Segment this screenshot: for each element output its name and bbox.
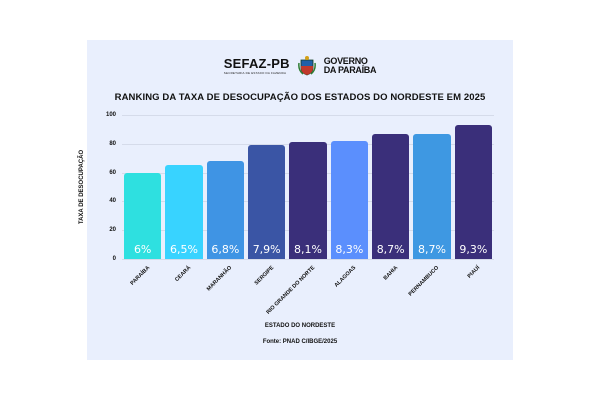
bar: 8,7% xyxy=(372,133,410,259)
y-tick-label: 80 xyxy=(109,140,116,147)
sefaz-subtitle: SECRETARIA DE ESTADO DA FAZENDA xyxy=(223,71,287,75)
bar: 9,3% xyxy=(454,125,492,259)
logo-header: SEFAZ-PB SECRETARIA DE ESTADO DA FAZENDA… xyxy=(87,52,513,80)
y-tick-label: 100 xyxy=(105,112,116,118)
bar: 8,7% xyxy=(413,133,451,259)
governo-logo: GOVERNO DA PARAÍBA xyxy=(324,57,377,75)
y-axis-label: TAXA DE DESOCUPAÇÃO xyxy=(79,149,85,225)
x-tick-label: SERGIPE xyxy=(253,265,275,287)
bar-value-label: 8,7% xyxy=(418,243,446,256)
gov-line2: DA PARAÍBA xyxy=(323,65,377,75)
x-axis-label: ESTADO DO NORDESTE xyxy=(264,323,336,329)
x-tick-label: PARAÍBA xyxy=(129,265,151,287)
y-tick-label: 0 xyxy=(112,256,116,262)
x-tick-label: PERNAMBUCO xyxy=(407,265,441,298)
y-tick-label: 20 xyxy=(109,227,116,234)
bar: 6,5% xyxy=(165,165,203,259)
bar: 7,9% xyxy=(248,145,286,259)
state-crest-icon xyxy=(297,55,316,77)
sefaz-logo: SEFAZ-PB SECRETARIA DE ESTADO DA FAZENDA xyxy=(224,57,290,75)
bar-value-label: 9,3% xyxy=(459,243,488,256)
bar-value-label: 7,9% xyxy=(252,243,281,256)
bar-value-label: 6% xyxy=(133,243,152,256)
bar: 6,8% xyxy=(206,161,244,259)
bar-value-label: 8,7% xyxy=(376,243,405,256)
gridline xyxy=(122,115,494,116)
plot-area: TAXA DE DESOCUPAÇÃO 0 20 40 60 80 100 6% PARAÍB… xyxy=(79,112,494,316)
bar-value-label: 6,8% xyxy=(211,243,240,256)
x-tick-label: RIO GRANDE DO NORTE xyxy=(265,265,317,316)
bar: 8,1% xyxy=(289,142,327,259)
gridline xyxy=(122,259,494,260)
bar: 8,3% xyxy=(330,140,368,259)
x-tick-label: CEARÁ xyxy=(174,265,193,284)
bar-value-label: 8,1% xyxy=(294,243,322,256)
x-tick-label: PIAUÍ xyxy=(466,265,482,280)
gov-line1: GOVERNO xyxy=(323,56,368,66)
x-tick-label: ALAGOAS xyxy=(333,265,358,289)
y-tick-label: 40 xyxy=(109,198,116,205)
x-tick-label: BAHIA xyxy=(382,265,399,282)
bar-value-label: 8,3% xyxy=(335,243,364,256)
x-tick-label: MARANHÃO xyxy=(206,265,234,293)
bar-value-label: 6,5% xyxy=(170,243,198,256)
chart-card: SEFAZ-PB SECRETARIA DE ESTADO DA FAZENDA… xyxy=(79,40,513,360)
bar: 6% xyxy=(124,172,162,259)
source-note: Fonte: PNAD C/IBGE/2025 xyxy=(262,339,338,345)
y-tick-label: 60 xyxy=(109,169,116,176)
sefaz-name: SEFAZ-PB xyxy=(223,56,290,71)
chart-title: RANKING DA TAXA DE DESOCUPAÇÃO DOS ESTAD… xyxy=(114,92,486,103)
